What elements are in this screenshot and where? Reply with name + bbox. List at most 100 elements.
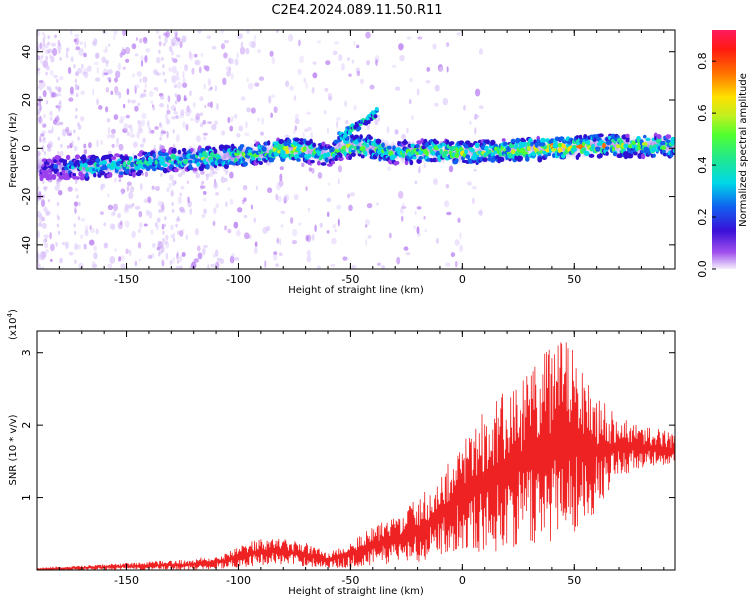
heatmap-noise-cell xyxy=(70,56,74,63)
heatmap-ridge-cell xyxy=(350,152,356,157)
heatmap-noise-cell xyxy=(406,36,412,40)
heatmap-streak-cell xyxy=(73,223,76,228)
heatmap-noise-cell xyxy=(364,224,368,228)
heatmap-noise-cell xyxy=(128,249,132,256)
heatmap-ridge-cell xyxy=(445,139,450,145)
heatmap-ridge-cell xyxy=(177,149,182,155)
heatmap-noise-cell xyxy=(213,182,218,189)
heatmap-noise-cell xyxy=(191,67,195,75)
heatmap-streak-cell xyxy=(174,93,178,98)
heatmap-noise-cell xyxy=(205,173,209,181)
heatmap-ridge-cell xyxy=(359,134,363,140)
heatmap-noise-cell xyxy=(337,178,340,185)
heatmap-noise-cell xyxy=(479,209,483,217)
heatmap-ridge-cell xyxy=(351,149,356,153)
heatmap-noise-cell xyxy=(325,60,331,66)
heatmap-ridge-cell xyxy=(55,168,59,173)
heatmap-noise-cell xyxy=(401,133,406,140)
heatmap-noise-cell xyxy=(338,54,343,62)
heatmap-noise-cell xyxy=(166,104,169,110)
heatmap-streak-cell xyxy=(174,180,177,185)
heatmap-noise-cell xyxy=(416,88,420,96)
heatmap-noise-cell xyxy=(353,104,357,111)
heatmap-ridge-cell xyxy=(550,147,557,152)
heatmap-noise-cell xyxy=(65,126,70,133)
heatmap-noise-cell xyxy=(95,228,99,235)
heatmap-noise-cell xyxy=(189,208,193,215)
heatmap-noise-cell xyxy=(332,50,338,56)
heatmap-streak-cell xyxy=(55,93,58,98)
heatmap-noise-cell xyxy=(131,230,136,239)
heatmap-ridge-cell xyxy=(643,134,647,139)
heatmap-noise-cell xyxy=(328,96,333,101)
heatmap-noise-cell xyxy=(41,222,47,229)
heatmap-ridge-cell xyxy=(192,167,198,172)
heatmap-streak-cell xyxy=(158,209,161,214)
heatmap-noise-cell xyxy=(124,220,130,228)
heatmap-noise-cell xyxy=(65,50,68,56)
heatmap-noise-cell xyxy=(57,86,62,93)
heatmap-streak-cell xyxy=(73,129,76,134)
heatmap-noise-cell xyxy=(107,69,113,75)
heatmap-noise-cell xyxy=(114,177,117,183)
heatmap-noise-cell xyxy=(202,190,207,195)
heatmap-noise-cell xyxy=(225,201,228,208)
heatmap-noise-cell xyxy=(238,125,244,132)
heatmap-noise-cell xyxy=(279,166,284,171)
heatmap-noise-cell xyxy=(204,65,210,72)
heatmap-noise-cell xyxy=(43,113,46,119)
heatmap-noise-cell xyxy=(126,88,130,96)
heatmap-noise-cell xyxy=(199,112,204,116)
heatmap-noise-cell xyxy=(42,90,47,98)
heatmap-noise-cell xyxy=(215,203,220,209)
snr-y-tick-label: 1 xyxy=(20,494,33,501)
heatmap-noise-cell xyxy=(150,228,154,236)
spectrogram-x-tick-label: -50 xyxy=(341,273,359,286)
heatmap-noise-cell xyxy=(377,114,381,122)
heatmap-noise-cell xyxy=(176,250,179,257)
heatmap-noise-cell xyxy=(143,223,148,227)
heatmap-ridge-cell xyxy=(502,141,508,147)
heatmap-noise-cell xyxy=(152,105,156,111)
heatmap-noise-cell xyxy=(138,221,143,229)
heatmap-noise-cell xyxy=(342,256,348,261)
heatmap-ridge-cell xyxy=(137,169,144,174)
heatmap-noise-cell xyxy=(66,47,70,52)
heatmap-noise-cell xyxy=(122,30,127,37)
heatmap-ridge-cell xyxy=(386,145,392,150)
heatmap-noise-cell xyxy=(142,137,146,144)
heatmap-noise-cell xyxy=(83,143,87,149)
heatmap-streak-cell xyxy=(172,42,175,47)
heatmap-noise-cell xyxy=(37,107,41,116)
heatmap-noise-cell xyxy=(175,77,181,81)
heatmap-noise-cell xyxy=(101,56,107,64)
heatmap-noise-cell xyxy=(92,88,95,96)
heatmap-noise-cell xyxy=(69,86,74,95)
heatmap-noise-cell xyxy=(161,242,165,249)
heatmap-ridge-cell xyxy=(108,172,113,178)
heatmap-streak-cell xyxy=(161,56,164,61)
heatmap-ridge-cell xyxy=(173,168,179,173)
heatmap-noise-cell xyxy=(107,263,113,269)
heatmap-ridge-cell xyxy=(552,153,556,159)
heatmap-streak-cell xyxy=(44,238,48,243)
heatmap-ridge-cell xyxy=(116,153,121,158)
heatmap-noise-cell xyxy=(347,57,350,62)
spectrogram-y-tick-label: -40 xyxy=(20,236,33,254)
heatmap-noise-cell xyxy=(79,41,84,46)
heatmap-noise-cell xyxy=(193,53,198,58)
heatmap-ridge-cell xyxy=(571,144,577,149)
heatmap-noise-cell xyxy=(179,254,183,263)
heatmap-noise-cell xyxy=(209,101,213,109)
heatmap-noise-cell xyxy=(211,168,215,175)
heatmap-noise-cell xyxy=(199,96,204,102)
heatmap-ridge-cell xyxy=(53,164,59,169)
heatmap-noise-cell xyxy=(340,63,345,71)
heatmap-noise-cell xyxy=(275,263,280,267)
heatmap-ridge-cell xyxy=(85,172,89,178)
heatmap-noise-cell xyxy=(414,180,418,185)
heatmap-noise-cell xyxy=(43,206,48,212)
heatmap-noise-cell xyxy=(261,117,264,125)
heatmap-noise-cell xyxy=(349,192,356,197)
heatmap-noise-cell xyxy=(317,172,323,179)
